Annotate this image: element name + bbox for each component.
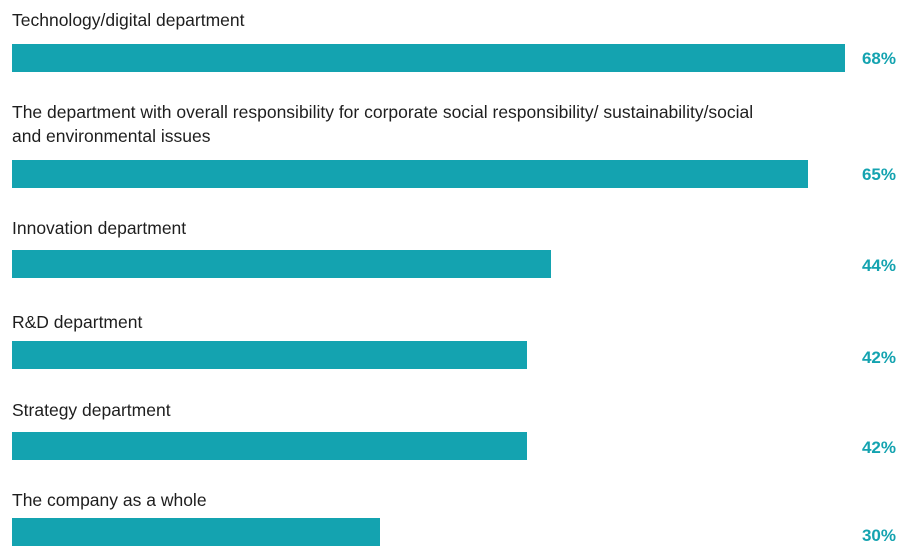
bar bbox=[12, 160, 809, 188]
category-label: The company as a whole bbox=[12, 490, 207, 510]
data-label: 44% bbox=[861, 256, 896, 275]
data-label: 42% bbox=[861, 348, 896, 367]
category-label: R&D department bbox=[12, 312, 143, 332]
bar bbox=[12, 44, 845, 72]
bar bbox=[12, 250, 551, 278]
data-label: 30% bbox=[861, 526, 896, 545]
bar bbox=[12, 432, 527, 460]
bar bbox=[12, 341, 527, 369]
bar bbox=[12, 518, 380, 546]
data-label: 65% bbox=[861, 165, 896, 184]
data-label: 42% bbox=[861, 438, 896, 457]
category-label: Innovation department bbox=[12, 218, 187, 238]
data-label: 68% bbox=[861, 49, 896, 68]
category-label: Technology/digital department bbox=[12, 10, 245, 30]
category-label: The department with overall responsibili… bbox=[12, 102, 754, 146]
category-label: Strategy department bbox=[12, 400, 171, 420]
